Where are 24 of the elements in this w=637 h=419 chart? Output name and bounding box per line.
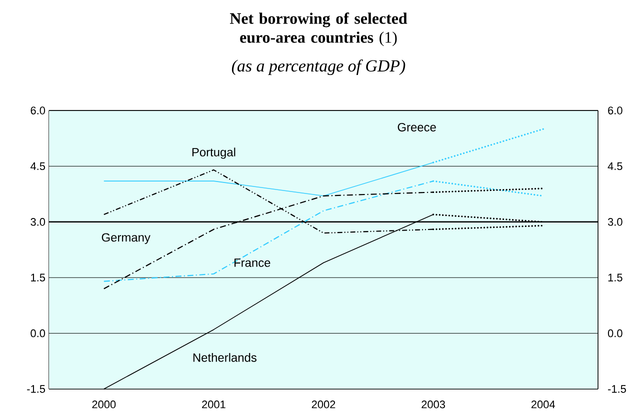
x-tick-label: 2004 xyxy=(531,400,555,408)
y-tick-label: 3.0 xyxy=(30,218,46,226)
series-label: Portugal xyxy=(192,148,236,159)
series-label: France xyxy=(234,258,270,267)
y2-tick-label: 6.0 xyxy=(608,106,622,114)
x-tick-label: 2000 xyxy=(92,400,116,408)
x-tick-label: 2002 xyxy=(312,400,336,408)
x-tick-label: 2003 xyxy=(422,400,446,408)
y-tick-label: 1.5 xyxy=(31,274,46,282)
series-label: Germany xyxy=(102,233,150,244)
y-tick-label: 6.0 xyxy=(30,106,46,114)
y2-tick-label: 3.0 xyxy=(608,218,622,226)
y2-tick-label: -1.5 xyxy=(608,385,626,393)
chart-subtitle: (as a percentage of GDP) xyxy=(232,60,406,76)
chart-title: Net borrowing of selected euro-area countries (1) xyxy=(230,12,408,46)
y-tick-label: 0.0 xyxy=(30,329,46,338)
y-tick-label: -1.5 xyxy=(27,385,46,393)
y2-tick-label: 1.5 xyxy=(608,274,622,282)
y2-tick-label: 0.0 xyxy=(608,329,622,338)
y2-tick-label: 4.5 xyxy=(608,162,622,170)
text: Greece xyxy=(398,122,436,132)
y-tick-label: 4.5 xyxy=(30,162,46,170)
series-label: Netherlands xyxy=(193,353,256,362)
x-tick-label: 2001 xyxy=(202,400,226,408)
